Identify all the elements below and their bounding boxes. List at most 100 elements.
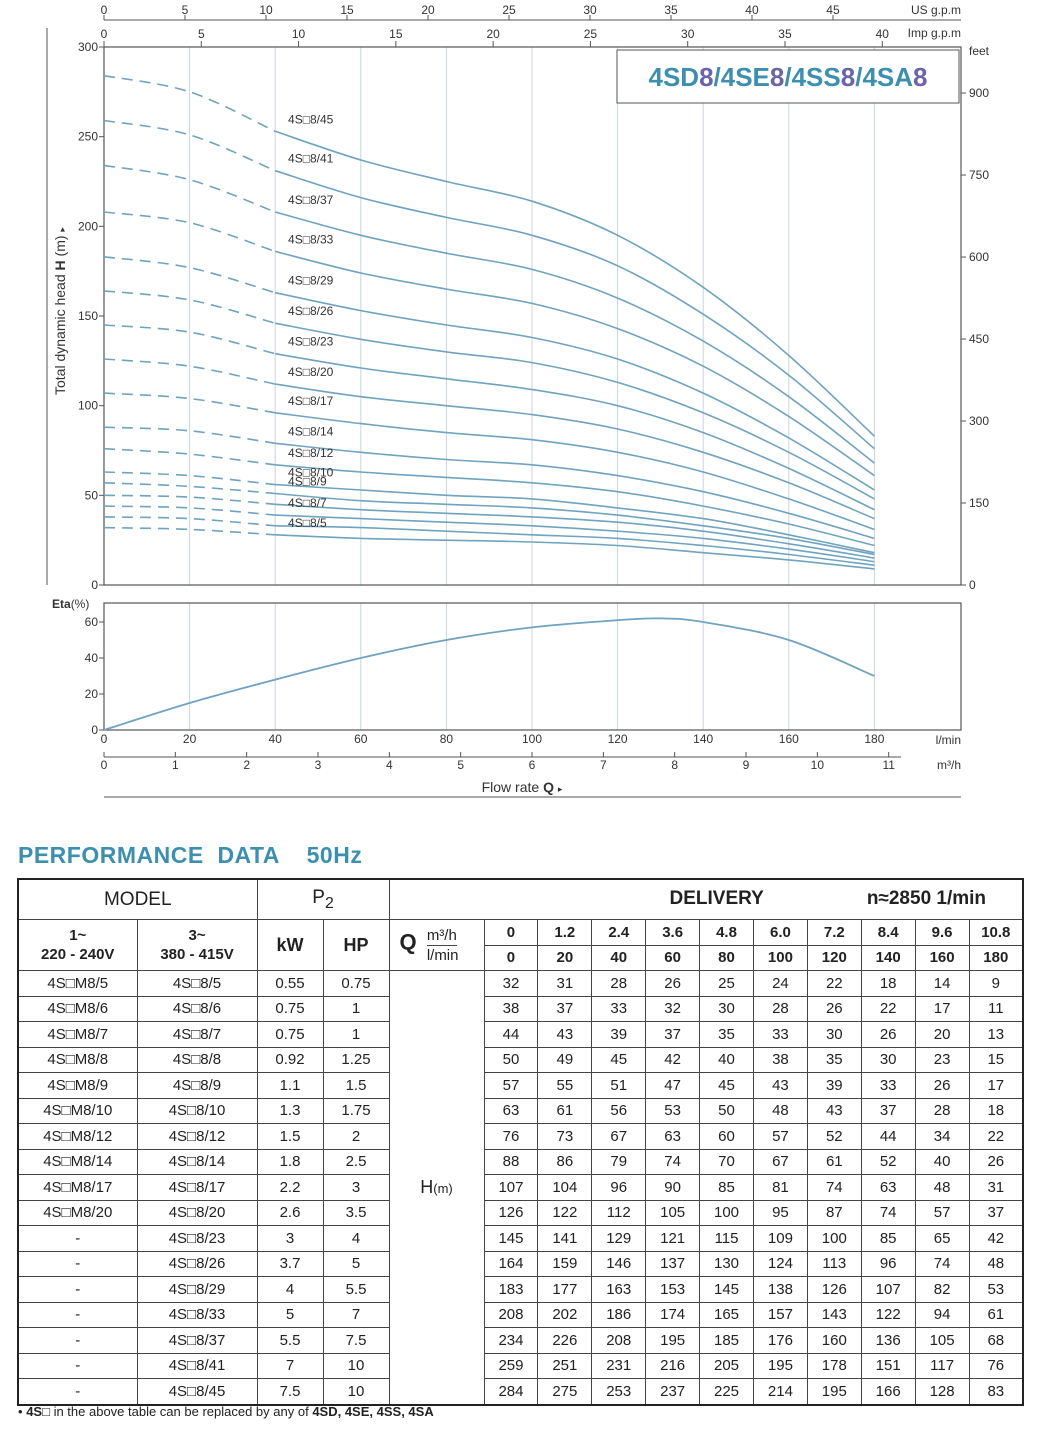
feet-tick-label: 900: [969, 86, 989, 100]
m3h-tick-label: 8: [671, 758, 678, 772]
head-value-cell: 47: [645, 1072, 701, 1099]
lmin-tick-label: 160: [779, 732, 799, 746]
head-value-cell: 79: [591, 1148, 647, 1175]
eta-tick-label: 20: [85, 687, 99, 701]
head-value-cell: 61: [968, 1301, 1024, 1328]
model-three-phase-cell: 4S□8/29: [136, 1276, 258, 1303]
hp-cell: 10: [322, 1378, 390, 1405]
hp-cell: 5: [322, 1250, 390, 1277]
head-value-cell: 74: [806, 1174, 862, 1201]
head-value-cell: 105: [645, 1199, 701, 1226]
head-value-cell: 94: [914, 1301, 970, 1328]
model-single-phase-cell: -: [17, 1301, 138, 1328]
hp-cell: 3.5: [322, 1199, 390, 1226]
head-value-cell: 22: [968, 1123, 1024, 1150]
hp-cell: 1: [322, 1021, 390, 1048]
table-row: 4S□M8/10 4S□8/10 1.3 1.75 63 61 56 53 50 48 43 37 28…: [17, 1097, 1024, 1124]
head-value-cell: 253: [591, 1378, 647, 1405]
head-value-cell: 145: [483, 1225, 539, 1252]
kw-cell: 4: [256, 1276, 324, 1303]
hp-cell: 10: [322, 1352, 390, 1379]
performance-table: MODEL P2 DELIVERY n≈2850 1/min 1~ 220 - 2…: [17, 878, 1025, 1406]
lmin-tick-label: 40: [269, 732, 283, 746]
model-three-phase-cell: 4S□8/17: [136, 1174, 258, 1201]
head-value-cell: 56: [591, 1097, 647, 1124]
curve-dashed-segment: [103, 211, 276, 253]
head-value-cell: 164: [483, 1250, 539, 1277]
curve-line: [275, 442, 875, 540]
model-single-phase-cell: 4S□M8/5: [17, 970, 138, 997]
head-value-cell: 96: [860, 1250, 916, 1277]
q-label: Q: [399, 928, 417, 954]
table-row: 4S□M8/14 4S□8/14 1.8 2.5 88 86 79 74 70 67 61 52 40 2…: [17, 1148, 1024, 1175]
q-m3h-cell: 10.8: [968, 919, 1024, 946]
head-value-cell: 38: [483, 995, 539, 1022]
lmin-tick-label: 80: [440, 732, 454, 746]
head-value-cell: 30: [699, 995, 754, 1022]
q-unit-lmin: l/min: [426, 946, 459, 964]
head-value-cell: 129: [591, 1225, 647, 1252]
head-value-cell: 104: [537, 1174, 593, 1201]
us-gpm-tick-label: 5: [182, 3, 189, 17]
model-single-phase-cell: -: [17, 1352, 138, 1379]
head-value-cell: 53: [645, 1097, 701, 1124]
model-single-phase-cell: -: [17, 1327, 138, 1354]
head-value-cell: 33: [860, 1072, 916, 1099]
q-m3h-cell: 2.4: [591, 919, 647, 946]
head-value-cell: 107: [860, 1276, 916, 1303]
model-three-phase-cell: 4S□8/20: [136, 1199, 258, 1226]
head-value-cell: 50: [699, 1097, 754, 1124]
model-three-phase-cell: 4S□8/41: [136, 1352, 258, 1379]
head-value-cell: 176: [752, 1327, 808, 1354]
head-value-cell: 14: [914, 970, 970, 997]
imp-gpm-tick-label: 30: [681, 27, 695, 41]
us-gpm-tick-label: 10: [259, 3, 273, 17]
curve-line: [275, 503, 875, 559]
head-value-cell: 195: [752, 1352, 808, 1379]
curve-dashed-segment: [103, 447, 276, 466]
head-value-cell: 35: [806, 1046, 862, 1073]
three-phase-header: 3~ 380 - 415V: [136, 919, 258, 971]
model-single-phase-cell: -: [17, 1250, 138, 1277]
hp-cell: 4: [322, 1225, 390, 1252]
head-value-cell: 44: [483, 1021, 539, 1048]
head-value-cell: 39: [591, 1021, 647, 1048]
head-value-cell: 60: [699, 1123, 754, 1150]
head-value-cell: 55: [537, 1072, 593, 1099]
q-m3h-cell: 8.4: [860, 919, 916, 946]
head-value-cell: 30: [860, 1046, 916, 1073]
eta-plot-frame: [103, 602, 962, 731]
head-value-cell: 121: [645, 1225, 701, 1252]
us-gpm-tick-label: 35: [664, 3, 678, 17]
head-value-cell: 100: [699, 1199, 754, 1226]
head-value-cell: 284: [483, 1378, 539, 1405]
head-value-cell: 159: [537, 1250, 593, 1277]
model-title: 4SD8/4SE8/4SS8/4SA8: [648, 62, 927, 92]
q-m3h-cell: 3.6: [645, 919, 701, 946]
head-value-cell: 195: [806, 1378, 862, 1405]
head-value-cell: 67: [591, 1123, 647, 1150]
curve-label: 4S□8/9: [288, 475, 327, 489]
us-gpm-tick-label: 20: [421, 3, 435, 17]
curve-line: [274, 169, 875, 450]
q-lmin-cell: 120: [806, 944, 862, 971]
head-value-cell: 126: [483, 1199, 539, 1226]
head-value-cell: 178: [806, 1352, 862, 1379]
q-lmin-cell: 40: [591, 944, 647, 971]
head-value-cell: 82: [914, 1276, 970, 1303]
feet-tick-label: 450: [969, 332, 989, 346]
footnote-options: 4SD, 4SE, 4SS, 4SA: [312, 1404, 434, 1419]
kw-cell: 3: [256, 1225, 324, 1252]
head-value-cell: 85: [699, 1174, 754, 1201]
model-single-phase-cell: 4S□M8/7: [17, 1021, 138, 1048]
m3h-tick-label: 6: [529, 758, 536, 772]
head-value-cell: 100: [806, 1225, 862, 1252]
head-value-cell: 177: [537, 1276, 593, 1303]
m3h-tick-label: 1: [172, 758, 179, 772]
head-value-cell: 96: [591, 1174, 647, 1201]
imp-gpm-tick-label: 5: [198, 27, 205, 41]
head-value-cell: 61: [537, 1097, 593, 1124]
head-value-cell: 34: [914, 1123, 970, 1150]
head-tick-label: 300: [78, 40, 98, 54]
curve-dashed-segment: [103, 526, 276, 536]
